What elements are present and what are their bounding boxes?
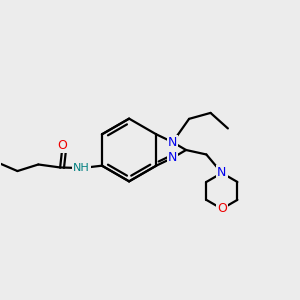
Text: O: O bbox=[58, 140, 68, 152]
Text: NH: NH bbox=[73, 163, 90, 173]
Text: N: N bbox=[168, 136, 177, 149]
Text: N: N bbox=[217, 167, 226, 179]
Text: O: O bbox=[217, 202, 227, 215]
Text: N: N bbox=[168, 151, 177, 164]
